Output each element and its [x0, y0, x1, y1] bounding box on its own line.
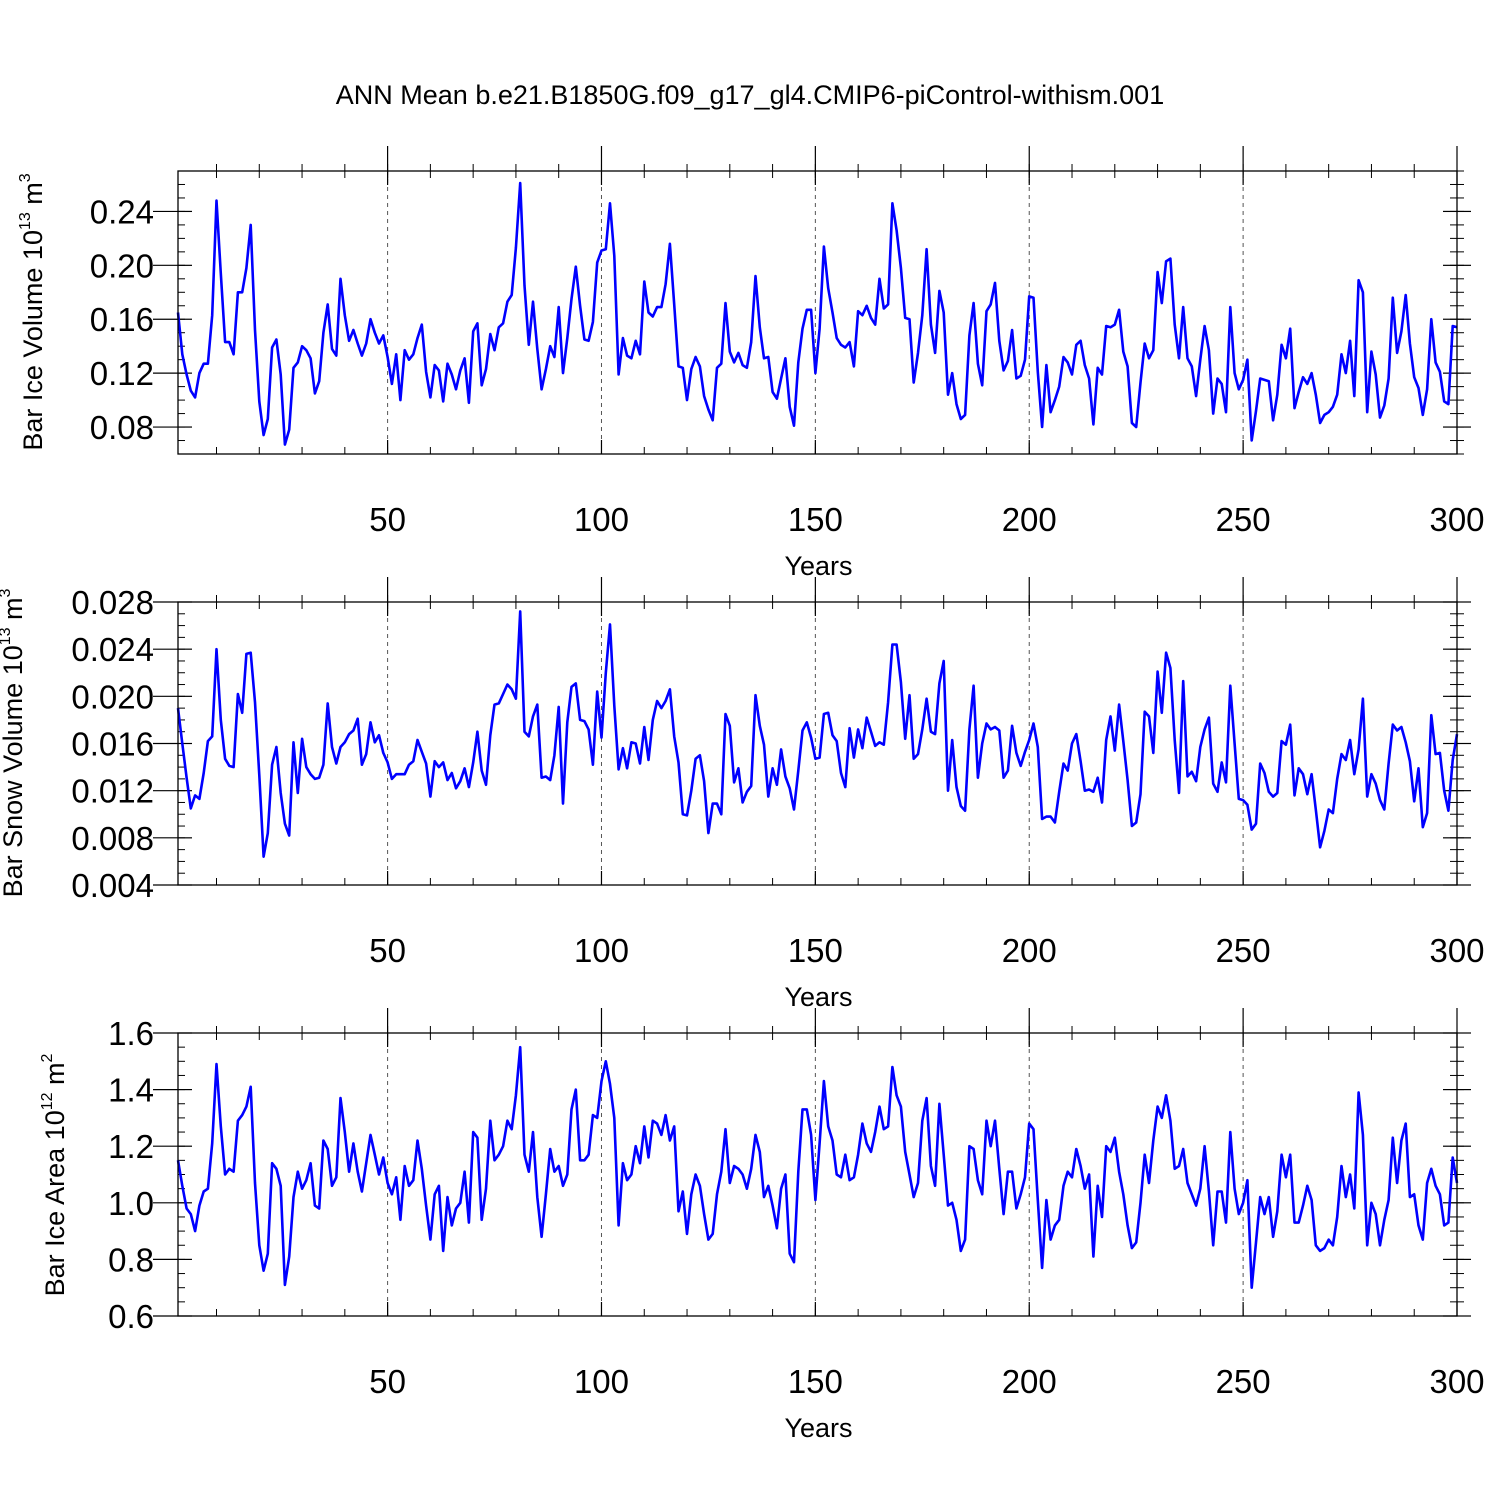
y-tick-label: 0.12	[90, 355, 154, 392]
y-tick-label: 0.004	[71, 867, 154, 904]
y-tick-label: 0.08	[90, 409, 154, 446]
y-axis-label: Bar Ice Volume 1013 m3	[17, 173, 48, 450]
x-axis-label: Years	[784, 551, 852, 581]
y-axis-label: Bar Ice Area 1012 m2	[39, 1053, 70, 1296]
series-line	[176, 181, 1458, 446]
x-axis-label: Years	[784, 1413, 852, 1443]
y-tick-label: 1.6	[108, 1015, 154, 1052]
x-tick-label: 200	[1002, 1363, 1057, 1400]
series-line	[176, 610, 1459, 859]
chart-title: ANN Mean b.e21.B1850G.f09_g17_gl4.CMIP6-…	[335, 80, 1165, 110]
y-tick-label: 0.028	[71, 584, 154, 621]
x-tick-label: 150	[788, 1363, 843, 1400]
y-tick-label: 0.20	[90, 247, 154, 284]
x-tick-label: 150	[788, 932, 843, 969]
x-tick-label: 50	[369, 501, 406, 538]
x-tick-label: 250	[1216, 932, 1271, 969]
x-tick-label: 250	[1216, 501, 1271, 538]
series-line	[176, 1045, 1459, 1289]
x-tick-label: 150	[788, 501, 843, 538]
x-tick-label: 50	[369, 1363, 406, 1400]
y-tick-label: 0.020	[71, 678, 154, 715]
x-tick-label: 100	[574, 1363, 629, 1400]
x-tick-label: 200	[1002, 501, 1057, 538]
x-tick-label: 100	[574, 932, 629, 969]
y-tick-label: 0.024	[71, 631, 154, 668]
y-tick-label: 0.016	[71, 726, 154, 763]
y-tick-label: 0.8	[108, 1241, 154, 1278]
y-tick-label: 1.0	[108, 1185, 154, 1222]
y-tick-label: 0.24	[90, 193, 154, 230]
y-axis-label: Bar Snow Volume 1013 m3	[0, 588, 28, 897]
panel-1: 0.08 0.12 0.16 0.20 0.24 50 100 150 200 250 300 Yea…	[17, 146, 1485, 581]
x-tick-label: 300	[1429, 932, 1484, 969]
y-tick-label: 1.4	[108, 1072, 154, 1109]
x-axis-label: Years	[784, 982, 852, 1012]
x-tick-label: 100	[574, 501, 629, 538]
plot-frame	[177, 601, 1458, 886]
panel-2: 0.004 0.008 0.012 0.016 0.020 0.024 0.028 50 100…	[0, 577, 1485, 1012]
y-tick-label: 1.2	[108, 1128, 154, 1165]
x-tick-label: 300	[1429, 1363, 1484, 1400]
y-tick-label: 0.16	[90, 301, 154, 338]
x-tick-label: 300	[1429, 501, 1484, 538]
y-tick-label: 0.008	[71, 820, 154, 857]
y-tick-label: 0.012	[71, 773, 154, 810]
plot-frame	[177, 1032, 1458, 1317]
x-tick-label: 200	[1002, 932, 1057, 969]
x-tick-label: 250	[1216, 1363, 1271, 1400]
panel-3: 0.6 0.8 1.0 1.2 1.4 1.6 50 100 150 200 250 300 Years…	[39, 1008, 1485, 1443]
plot-frame	[177, 170, 1458, 455]
x-tick-label: 50	[369, 932, 406, 969]
y-tick-label: 0.6	[108, 1298, 154, 1335]
